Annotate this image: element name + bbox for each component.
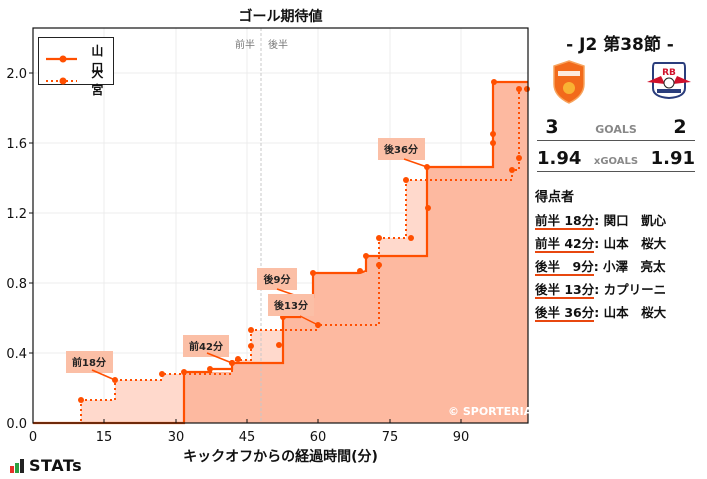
svg-text:90: 90 bbox=[453, 430, 470, 445]
svg-text:後9分: 後9分 bbox=[264, 273, 291, 286]
scorer-name: : 小澤 亮太 bbox=[593, 259, 666, 274]
svg-text:45: 45 bbox=[239, 430, 256, 445]
x-axis-ticks: 0 15 30 45 60 75 90 bbox=[29, 430, 469, 445]
goals-row: 3 GOALS 2 bbox=[537, 116, 695, 141]
svg-text:0: 0 bbox=[29, 430, 37, 445]
goal-annotation-1: 前18分 bbox=[66, 351, 116, 381]
first-half-label: 前半 bbox=[235, 38, 255, 51]
scorer-name: : 山本 桜大 bbox=[594, 236, 667, 251]
goals-label: GOALS bbox=[595, 123, 637, 136]
chart-legend: 山口 大宮 bbox=[38, 37, 114, 97]
round-title: - J2 第38節 - bbox=[566, 35, 674, 55]
svg-text:2.0: 2.0 bbox=[6, 67, 27, 82]
scorer-item: 後半 13分: カプリーニ bbox=[535, 279, 667, 299]
svg-text:0.4: 0.4 bbox=[6, 347, 27, 362]
y-axis-ticks: 0.0 0.4 0.8 1.2 1.6 2.0 bbox=[6, 67, 27, 432]
home-xg: 1.94 bbox=[537, 148, 582, 169]
stats-label: STATs bbox=[29, 456, 83, 475]
scorer-name: : カプリーニ bbox=[594, 282, 667, 297]
scorer-item: 後半 9分: 小澤 亮太 bbox=[535, 256, 666, 276]
svg-text:前42分: 前42分 bbox=[189, 340, 223, 353]
copyright-watermark: © SPORTERIA bbox=[448, 405, 533, 418]
svg-text:1.6: 1.6 bbox=[6, 137, 27, 152]
home-team-logo-icon bbox=[553, 60, 585, 104]
stats-bar-icon bbox=[10, 458, 24, 473]
svg-text:75: 75 bbox=[382, 430, 399, 445]
home-goals: 3 bbox=[545, 116, 559, 138]
svg-text:後36分: 後36分 bbox=[384, 143, 418, 156]
home-xg-area bbox=[184, 82, 528, 423]
stats-brand: STATs bbox=[10, 456, 82, 475]
svg-text:60: 60 bbox=[310, 430, 327, 445]
away-xg-line bbox=[33, 88, 528, 424]
scorer-time: 後半 36分 bbox=[535, 305, 595, 322]
away-team-logo-icon: RB bbox=[647, 62, 691, 100]
chart-title: ゴール期待値 bbox=[238, 9, 323, 25]
away-goals: 2 bbox=[673, 116, 687, 138]
plot-frame bbox=[32, 27, 529, 424]
xgoals-label: xGOALS bbox=[593, 156, 639, 167]
legend-item-home: 山口 bbox=[45, 42, 113, 76]
scorer-time: 前半 42分 bbox=[535, 236, 595, 253]
away-xg: 1.91 bbox=[650, 148, 695, 169]
svg-text:後13分: 後13分 bbox=[274, 299, 308, 312]
goal-annotation-3: 後9分 bbox=[257, 268, 301, 298]
second-half-label: 後半 bbox=[268, 38, 288, 51]
scorer-name: : 山本 桜大 bbox=[594, 305, 667, 320]
svg-text:1.2: 1.2 bbox=[6, 207, 27, 222]
dotted-line-marker-icon bbox=[46, 77, 78, 85]
scorer-time: 後半 9分 bbox=[535, 259, 594, 276]
legend-label-away: 大宮 bbox=[91, 66, 104, 97]
legend-item-away: 大宮 bbox=[45, 64, 113, 98]
xgoals-row: 1.94 xGOALS 1.91 bbox=[537, 148, 695, 172]
scorer-name: : 関口 凱心 bbox=[594, 213, 667, 228]
scorer-time: 前半 18分 bbox=[535, 213, 595, 230]
goal-annotation-5: 後36分 bbox=[378, 138, 428, 168]
svg-text:0.8: 0.8 bbox=[6, 277, 27, 292]
x-axis-label: キックオフからの経過時間(分) bbox=[183, 449, 378, 465]
goal-annotation-2: 前42分 bbox=[183, 335, 233, 364]
scorers-title: 得点者 bbox=[535, 190, 575, 205]
svg-text:RB: RB bbox=[662, 68, 676, 78]
scorer-item: 後半 36分: 山本 桜大 bbox=[535, 302, 667, 322]
solid-line-marker-icon bbox=[46, 55, 78, 63]
svg-text:30: 30 bbox=[168, 430, 185, 445]
goal-annotation-4: 後13分 bbox=[268, 294, 319, 326]
legend-label-home: 山口 bbox=[91, 44, 104, 75]
svg-text:0.0: 0.0 bbox=[6, 417, 27, 432]
scorer-time: 後半 13分 bbox=[535, 282, 595, 299]
svg-text:前18分: 前18分 bbox=[72, 356, 106, 369]
scorer-item: 前半 18分: 関口 凱心 bbox=[535, 210, 667, 230]
scorer-item: 前半 42分: 山本 桜大 bbox=[535, 233, 667, 253]
svg-text:15: 15 bbox=[96, 430, 113, 445]
